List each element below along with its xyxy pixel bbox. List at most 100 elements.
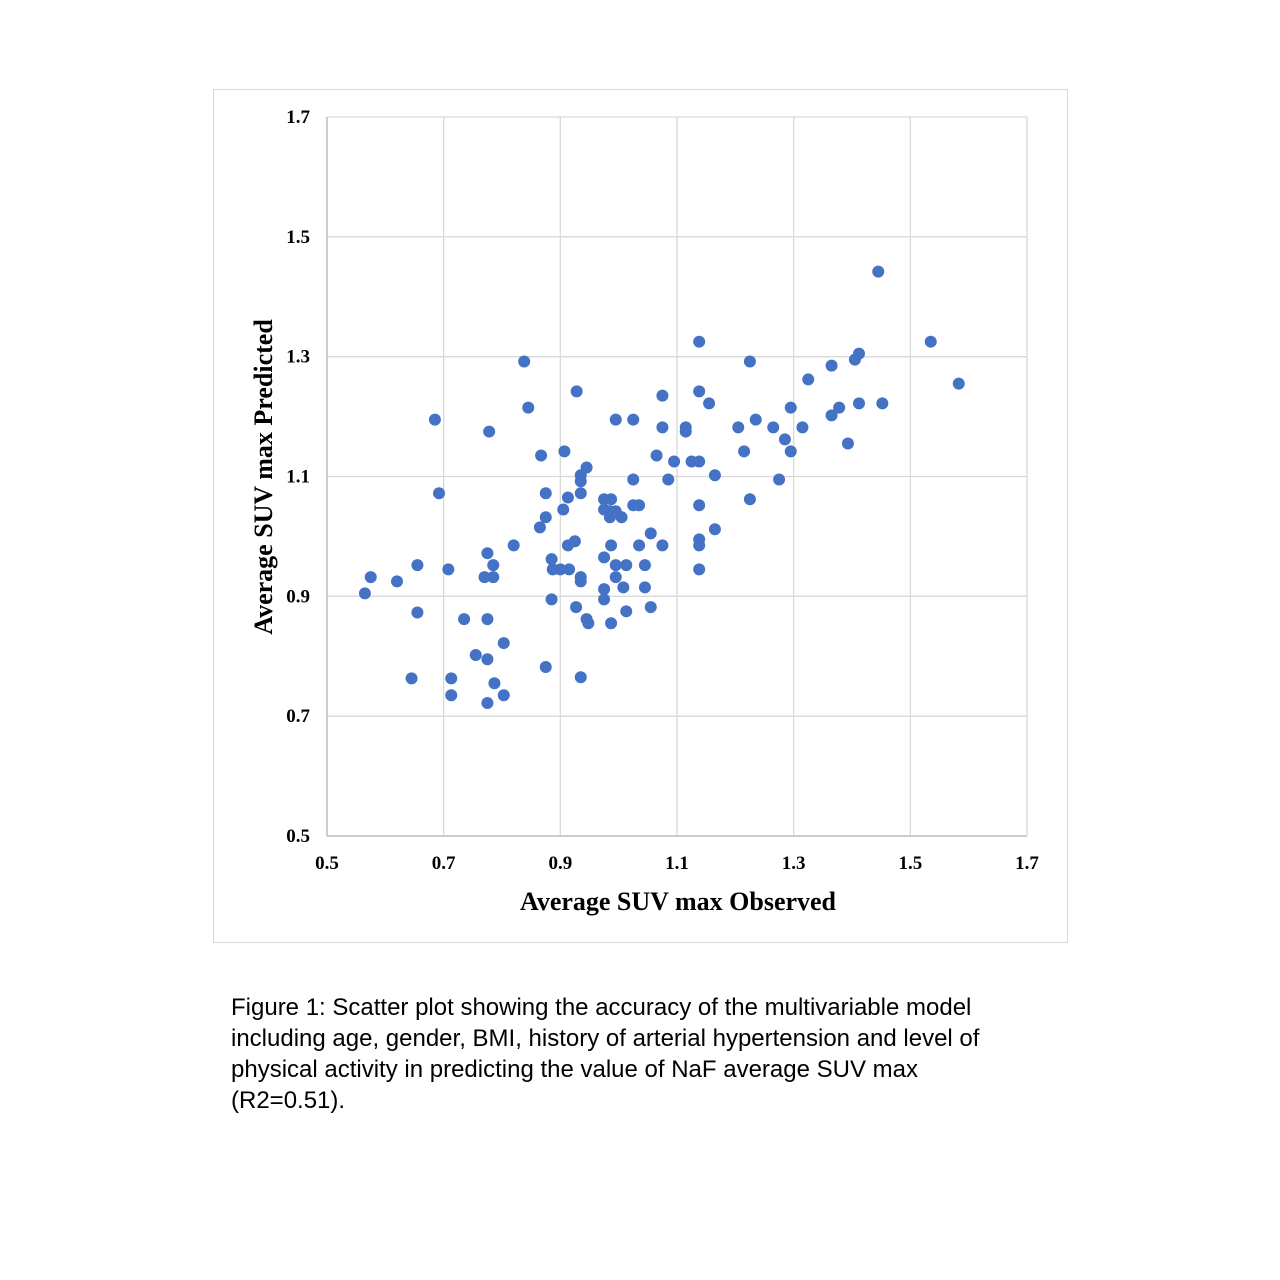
data-point [574, 671, 587, 684]
x-tick-label: 1.7 [1015, 853, 1039, 874]
data-point [557, 503, 570, 516]
data-point [605, 493, 618, 506]
data-point [598, 593, 611, 606]
data-point [615, 511, 628, 524]
data-point [535, 449, 548, 462]
data-point [411, 606, 424, 619]
data-point [605, 617, 618, 630]
data-point [445, 672, 458, 685]
x-tick-label: 0.7 [432, 853, 456, 874]
data-point [481, 547, 494, 560]
y-tick-label: 1.7 [286, 107, 310, 128]
data-point [568, 535, 581, 548]
data-point [693, 563, 706, 576]
data-point [391, 575, 403, 588]
caption-line: physical activity in predicting the valu… [231, 1056, 918, 1083]
data-point [708, 523, 721, 536]
y-tick-label: 1.1 [286, 467, 310, 488]
data-point [876, 397, 889, 410]
data-point [743, 355, 756, 368]
data-point [773, 473, 786, 486]
data-point [428, 413, 441, 426]
data-point [693, 385, 706, 398]
data-point [767, 421, 780, 434]
data-point [533, 521, 546, 534]
data-point [405, 672, 418, 685]
data-point [605, 539, 618, 552]
data-point [802, 373, 815, 386]
data-point [650, 449, 663, 462]
data-point [481, 613, 494, 626]
data-point [644, 601, 657, 614]
data-point [668, 455, 681, 468]
x-tick-label: 0.5 [315, 853, 339, 874]
data-point [481, 653, 494, 666]
data-point [693, 539, 706, 552]
data-point [487, 571, 500, 584]
data-point [497, 689, 510, 702]
data-point [478, 571, 491, 584]
x-tick-label: 1.1 [665, 853, 689, 874]
caption-line: Figure 1: Scatter plot showing the accur… [231, 994, 972, 1021]
data-point [518, 355, 531, 368]
data-point [825, 359, 838, 372]
data-point [458, 613, 471, 626]
data-point [627, 413, 640, 426]
data-point [481, 696, 494, 709]
data-point [738, 445, 751, 458]
data-point [693, 455, 706, 468]
data-points [358, 265, 965, 709]
caption-line: including age, gender, BMI, history of a… [231, 1025, 980, 1052]
data-point [924, 335, 937, 348]
data-point [656, 389, 669, 402]
gridlines [326, 116, 1028, 837]
data-point [539, 511, 552, 524]
x-tick-labels: 0.5 0.7 0.9 1.1 1.3 1.5 1.7 [315, 853, 1039, 874]
data-point [570, 601, 583, 614]
data-point [693, 499, 706, 512]
data-point [841, 437, 854, 450]
data-point [638, 581, 651, 594]
data-point [778, 433, 791, 446]
data-point [358, 587, 371, 600]
x-tick-label: 0.9 [548, 853, 572, 874]
data-point [784, 401, 797, 414]
x-tick-label: 1.5 [898, 853, 922, 874]
data-point [620, 605, 633, 618]
y-tick-label: 0.7 [286, 706, 310, 727]
data-point [574, 475, 587, 488]
data-point [411, 559, 424, 572]
data-point [433, 487, 445, 500]
data-point [539, 661, 552, 674]
data-point [662, 473, 675, 486]
data-point [580, 461, 593, 474]
data-point [609, 413, 622, 426]
data-point [679, 425, 692, 438]
data-point [497, 637, 510, 650]
data-point [554, 563, 567, 576]
x-tick-label: 1.3 [782, 853, 806, 874]
data-point [743, 493, 756, 506]
x-axis-title: Average SUV max Observed [520, 887, 837, 916]
data-point [507, 539, 520, 552]
data-point [609, 571, 622, 584]
data-point [488, 677, 501, 690]
data-point [656, 421, 669, 434]
data-point [853, 347, 865, 360]
data-point [693, 335, 706, 348]
data-point [633, 539, 646, 552]
y-axis-title: Average SUV max Predicted [249, 319, 278, 635]
data-point [561, 491, 574, 504]
data-point [487, 559, 500, 572]
data-point [609, 559, 622, 572]
scatter-plot: 0.5 0.7 0.9 1.1 1.3 1.5 1.7 0.5 0.7 0.9 1.1 1.3 1.5… [249, 107, 1039, 916]
data-point [364, 571, 377, 584]
data-point [598, 551, 611, 564]
y-tick-label: 0.5 [286, 826, 310, 847]
data-point [656, 539, 669, 552]
data-point [872, 265, 885, 278]
data-point [633, 499, 646, 512]
data-point [703, 397, 716, 410]
data-point [708, 469, 721, 482]
data-point [638, 559, 651, 572]
